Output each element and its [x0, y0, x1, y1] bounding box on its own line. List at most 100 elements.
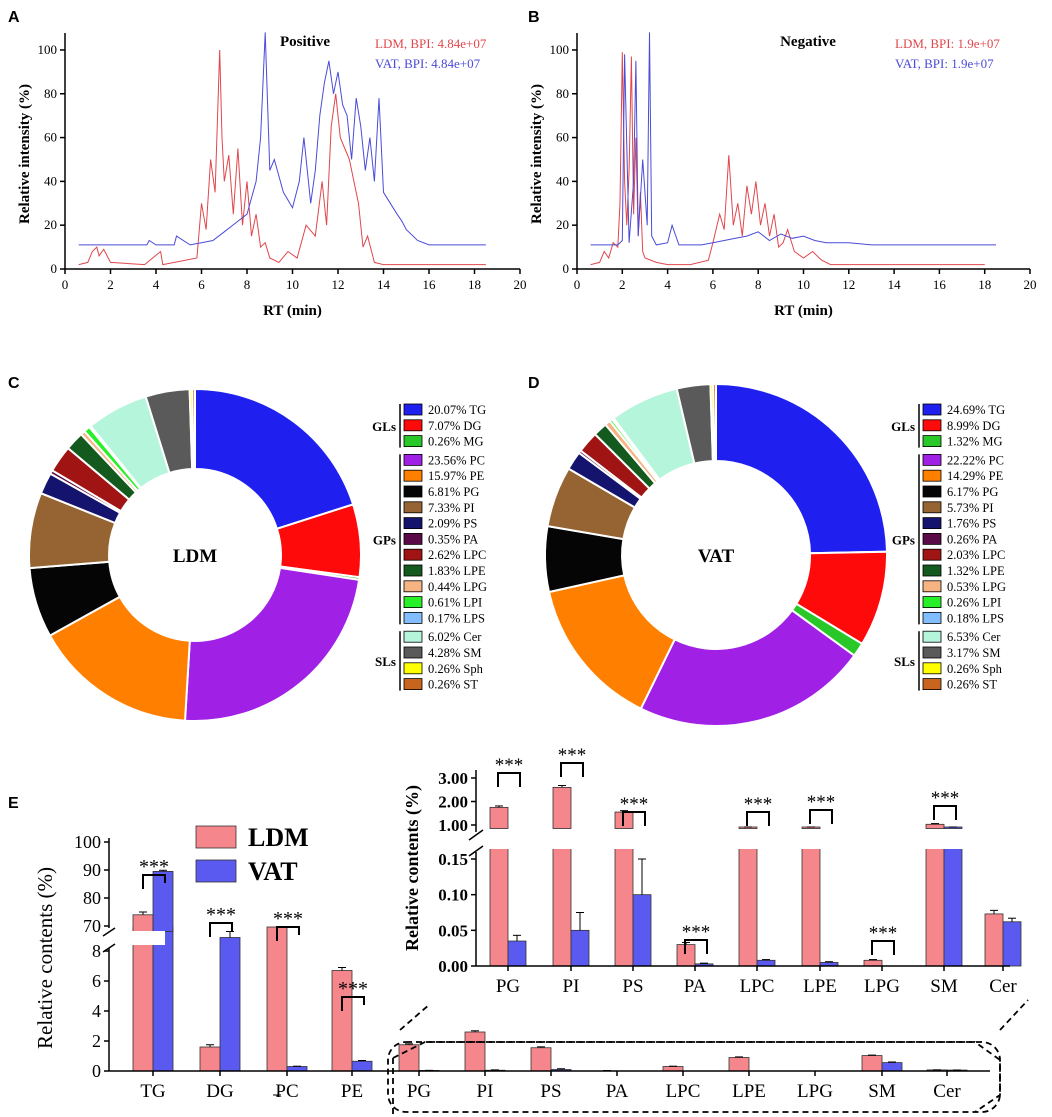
legend-group-label-d-gls: GLs	[891, 419, 915, 434]
x-tick-label-e-dg: DG	[206, 1081, 234, 1102]
legend-entry-d-ps: 1.76% PS	[947, 517, 996, 531]
donut-slice-c-st	[191, 387, 196, 471]
zoom-connector-left	[399, 1003, 431, 1031]
legend-entry-c-tg: 20.07% TG	[428, 403, 486, 417]
x-tick-label-a: 2	[107, 277, 114, 292]
y-tick-label-b: 20	[556, 217, 569, 232]
x-tick-label-b: 8	[755, 277, 762, 292]
legend-swatch-c-pc	[403, 453, 423, 466]
inset-bar-vat-ps	[632, 894, 652, 967]
x-axis-label-b: RT (min)	[774, 303, 833, 319]
legend-label-ldm: LDM	[248, 823, 309, 852]
x-tick-label-b: 4	[664, 277, 671, 292]
x-tick-label-b: 20	[1024, 277, 1037, 292]
inset-axis-break-gap	[474, 836, 1008, 849]
legend-entry-d-mg: 1.32% MG	[947, 435, 1003, 449]
legend-entry-c-st: 0.26% ST	[428, 678, 478, 692]
y-axis-label-b: Relative intensity (%)	[529, 84, 545, 224]
y-tick-label-a: 40	[44, 173, 57, 188]
legend-entry-c-pc: 23.56% PC	[428, 453, 485, 467]
significance-bracket-dg	[209, 922, 233, 937]
panel-label-a: A	[8, 9, 20, 26]
x-tick-label-a: 8	[244, 277, 251, 292]
significance-stars-pc: ***	[273, 908, 303, 930]
y-tick-label-e: 90	[83, 860, 101, 880]
legend-entry-d-lpg: 0.53% LPG	[947, 580, 1006, 594]
series-line-b-vat	[590, 32, 996, 246]
legend-swatch-c-cer	[403, 630, 423, 643]
legend-swatch-d-pi	[922, 501, 942, 514]
inset-bar-ldm-cer	[984, 913, 1004, 967]
inset-bar-vat-pi	[570, 929, 590, 967]
legend-entry-c-lpi: 0.61% LPI	[428, 596, 482, 610]
donut-slice-d-tg	[715, 382, 889, 555]
inset-x-tick-label-lpc: LPC	[740, 976, 775, 997]
inset-significance-stars-lpc: ***	[744, 794, 773, 815]
x-tick-label-e-tg: TG	[140, 1081, 166, 1102]
legend-entry-d-pc: 22.22% PC	[947, 453, 1004, 467]
y-tick-label-a: 20	[44, 217, 57, 232]
legend-swatch-d-dg	[922, 419, 942, 432]
bar-ldm-lpe	[728, 1057, 750, 1072]
y-tick-label-e: 2	[92, 1031, 101, 1051]
significance-stars-dg: ***	[206, 904, 236, 926]
x-tick-label-e-cer: Cer	[933, 1081, 961, 1102]
bar-ldm-sm	[861, 1055, 883, 1072]
inset-significance-stars-pi: ***	[558, 745, 587, 766]
legend-swatch-c-lps	[403, 612, 423, 624]
inset-bar-ldm-sm-lower	[925, 847, 945, 967]
bar-ldm-tg-upper	[132, 914, 154, 932]
legend-entry-d-pi: 5.73% PI	[947, 501, 994, 515]
x-tick-label-a: 4	[153, 277, 160, 292]
legend-entry-d-lpc: 2.03% LPC	[947, 548, 1005, 562]
x-tick-label-a: 10	[286, 277, 299, 292]
legend-swatch-d-lpg	[922, 580, 942, 593]
x-tick-label-e-sm: SM	[868, 1081, 896, 1102]
inset-bar-ldm-pg-upper	[489, 806, 509, 829]
inset-significance-stars-lpe: ***	[807, 792, 836, 813]
inset-significance-stars-lpg: ***	[869, 923, 898, 944]
bar-ldm-tg-lower	[132, 926, 154, 1072]
legend-entry-c-lpc: 2.62% LPC	[428, 548, 486, 562]
y-tick-label-a: 80	[44, 86, 57, 101]
legend-entry-c-pa: 0.35% PA	[428, 532, 478, 546]
inset-significance-stars-ps: ***	[620, 794, 649, 815]
inset-y-tick-label: 0.00	[438, 957, 468, 976]
inset-bar-ldm-pi-lower	[552, 847, 572, 967]
significance-bracket-tg	[142, 874, 166, 889]
legend-swatch-d-sph	[922, 662, 942, 675]
legend-entry-d-sph: 0.26% Sph	[947, 662, 1003, 676]
bar-ldm-dg	[199, 1046, 221, 1072]
x-tick-label-a: 14	[377, 277, 391, 292]
legend-entry-d-lps: 0.18% LPS	[947, 611, 1004, 625]
bar-ldm-pi	[464, 1031, 486, 1072]
legend-label-vat: VAT	[248, 857, 298, 886]
legend-entry-d-lpi: 0.26% LPI	[947, 596, 1001, 610]
panel-label-b: B	[528, 9, 540, 26]
x-tick-label-e-lpe: LPE	[732, 1081, 766, 1102]
panel-label-e: E	[8, 795, 19, 812]
y-tick-label-e: 100	[74, 832, 101, 852]
y-tick-label-b: 60	[556, 130, 569, 145]
inset-bar-ldm-lpg	[863, 959, 883, 967]
donut-slice-d-st	[712, 382, 717, 463]
x-axis-label-a: RT (min)	[263, 303, 322, 319]
y-tick-label-e: 6	[92, 971, 101, 991]
inset-x-tick-label-pg: PG	[496, 976, 521, 997]
y-tick-label-e: 4	[92, 1001, 101, 1021]
x-tick-label-b: 16	[933, 277, 947, 292]
legend-entry-c-sm: 4.28% SM	[428, 646, 481, 660]
legend-swatch-c-pe	[403, 469, 423, 482]
x-tick-label-e-lpg: LPG	[797, 1081, 833, 1102]
legend-entry-c-lpg: 0.44% LPG	[428, 580, 487, 594]
x-tick-label-e-pg: PG	[407, 1081, 432, 1102]
legend-entry-c-lps: 0.17% LPS	[428, 611, 485, 625]
y-tick-label-e: 70	[83, 916, 101, 936]
legend-entry-d-tg: 24.69% TG	[947, 403, 1005, 417]
inset-bar-ldm-pg-lower	[489, 847, 509, 967]
legend-swatch-c-pg	[403, 485, 423, 498]
legend-swatch-d-ps	[922, 517, 942, 529]
legend-entry-c-dg: 7.07% DG	[428, 419, 481, 433]
x-tick-label-e-pe: PE	[341, 1081, 363, 1102]
x-tick-label-b: 6	[710, 277, 717, 292]
